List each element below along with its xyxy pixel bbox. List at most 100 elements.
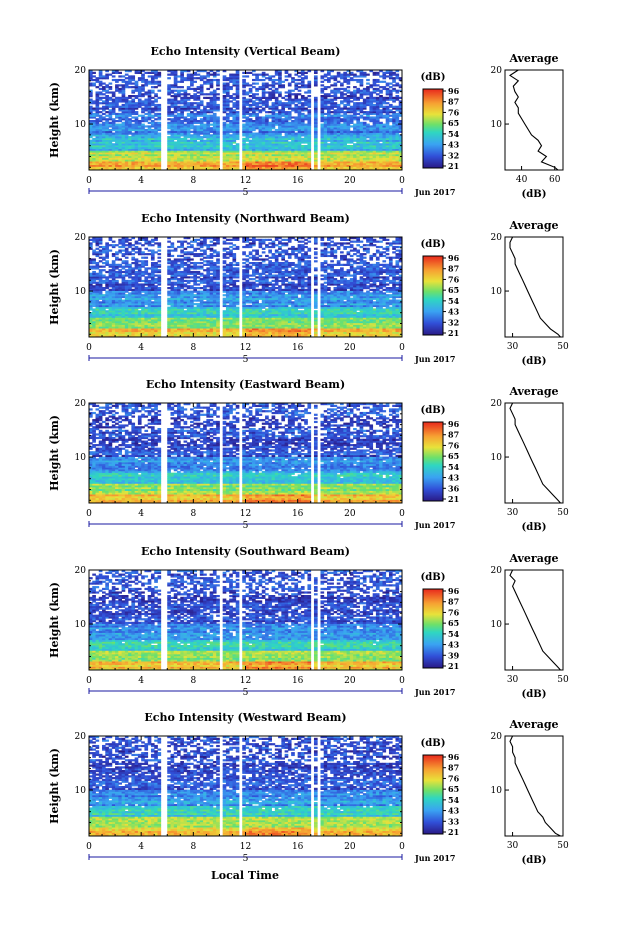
heatmap-cell (109, 74, 113, 76)
heatmap-cell (343, 111, 347, 113)
heatmap-cell (392, 88, 396, 90)
heatmap-cell (102, 106, 106, 108)
heatmap-cell (232, 74, 236, 76)
heatmap-cell (242, 90, 246, 92)
heatmap-cell (356, 75, 360, 77)
panel-title: Echo Intensity (Northward Beam) (141, 212, 350, 225)
heatmap-cell (157, 81, 161, 83)
heatmap-cell (382, 86, 386, 88)
heatmap-cell (343, 104, 347, 106)
heatmap-cell (298, 75, 302, 77)
heatmap-cell (200, 84, 204, 86)
heatmap-cell (272, 131, 276, 133)
x-tick-label: 0 (86, 176, 92, 186)
heatmap-cell (216, 93, 220, 95)
heatmap-cell (99, 81, 103, 83)
heatmap-cell (337, 97, 341, 99)
heatmap-cell (386, 106, 390, 108)
heatmap-cell (144, 79, 148, 81)
heatmap-cell (285, 91, 289, 93)
heatmap-cell (187, 118, 191, 120)
heatmap-cell (255, 88, 259, 90)
heatmap-cell (350, 106, 354, 108)
heatmap-cell (259, 109, 263, 111)
heatmap-cell (167, 84, 171, 86)
heatmap-cell (356, 97, 360, 99)
heatmap-cell (180, 93, 184, 95)
heatmap-cell (376, 79, 380, 81)
heatmap-cell (343, 88, 347, 90)
panel-1: Echo Intensity (Northward Beam)0 4 8 12 16 20… (48, 212, 569, 367)
heatmap-cell (190, 102, 194, 104)
heatmap-cell (200, 118, 204, 120)
heatmap-cell (96, 118, 100, 120)
heatmap-cell (102, 113, 106, 115)
average-x-tick-label: 40 (516, 175, 528, 185)
heatmap-cell (353, 74, 357, 76)
heatmap-cell (203, 81, 207, 83)
heatmap-cell (223, 95, 227, 97)
heatmap-cell (109, 102, 113, 104)
average-xlabel: (dB) (522, 189, 547, 200)
heatmap-cell (216, 116, 220, 118)
heatmap-cell (281, 118, 285, 120)
heatmap-cell (395, 83, 399, 85)
heatmap-cell (347, 115, 351, 117)
heatmap-cell (105, 74, 109, 76)
heatmap-cell (249, 118, 253, 120)
heatmap-cell (118, 106, 122, 108)
heatmap-cell (102, 86, 106, 88)
heatmap-cell (157, 133, 161, 135)
heatmap-cell (92, 75, 96, 77)
heatmap-cell (288, 83, 292, 85)
heatmap-cell (246, 143, 250, 145)
heatmap-cell (268, 91, 272, 93)
heatmap-cell (232, 93, 236, 95)
heatmap-cell (236, 143, 240, 145)
heatmap-cell (298, 79, 302, 81)
heatmap-cell (190, 95, 194, 97)
heatmap-cell (118, 72, 122, 74)
heatmap-cell (184, 116, 188, 118)
heatmap-cell (122, 104, 126, 106)
heatmap-cell (350, 125, 354, 127)
heatmap-cell (350, 131, 354, 133)
heatmap-cell (246, 116, 250, 118)
heatmap-cell (259, 106, 263, 108)
heatmap-cell (334, 109, 338, 111)
heatmap-cell (141, 108, 145, 110)
heatmap-cell (180, 86, 184, 88)
heatmap-cell (360, 79, 364, 81)
heatmap-cell (373, 72, 377, 74)
heatmap-cell (242, 75, 246, 77)
heatmap-cell (167, 118, 171, 120)
heatmap-cell (350, 115, 354, 117)
heatmap-cell (203, 140, 207, 142)
heatmap-cell (177, 86, 181, 88)
heatmap-cell (395, 106, 399, 108)
heatmap-cell (249, 104, 253, 106)
heatmap-cell (304, 75, 308, 77)
y-tick-label: 10 (75, 120, 87, 130)
heatmap-cells (89, 237, 402, 337)
heatmap-cell (265, 74, 269, 76)
heatmap-cell (236, 111, 240, 113)
x-tick-label: 8 (190, 176, 196, 186)
heatmap-cell (206, 97, 210, 99)
heatmap-cell (246, 108, 250, 110)
heatmap-cell (99, 124, 103, 126)
y-tick-label: 20 (75, 66, 87, 76)
heatmap-cell (379, 109, 383, 111)
heatmap-cell (366, 86, 370, 88)
heatmap-cell (99, 108, 103, 110)
heatmap-cell (265, 91, 269, 93)
heatmap-cell (203, 93, 207, 95)
heatmap-cell (369, 91, 373, 93)
heatmap-cell (272, 75, 276, 77)
heatmap-cell (389, 115, 393, 117)
heatmap-cell (294, 104, 298, 106)
heatmap-cell (105, 111, 109, 113)
panel-0: Echo Intensity (Vertical Beam)0 4 8 12 16 20 0… (48, 45, 563, 200)
heatmap-cell (193, 113, 197, 115)
heatmap-cell (337, 81, 341, 83)
